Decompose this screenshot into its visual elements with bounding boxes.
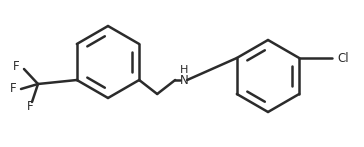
Text: H: H <box>180 65 188 75</box>
Text: N: N <box>180 74 189 86</box>
Text: F: F <box>10 82 16 96</box>
Text: F: F <box>13 60 19 72</box>
Text: Cl: Cl <box>337 51 349 65</box>
Text: F: F <box>27 100 33 112</box>
